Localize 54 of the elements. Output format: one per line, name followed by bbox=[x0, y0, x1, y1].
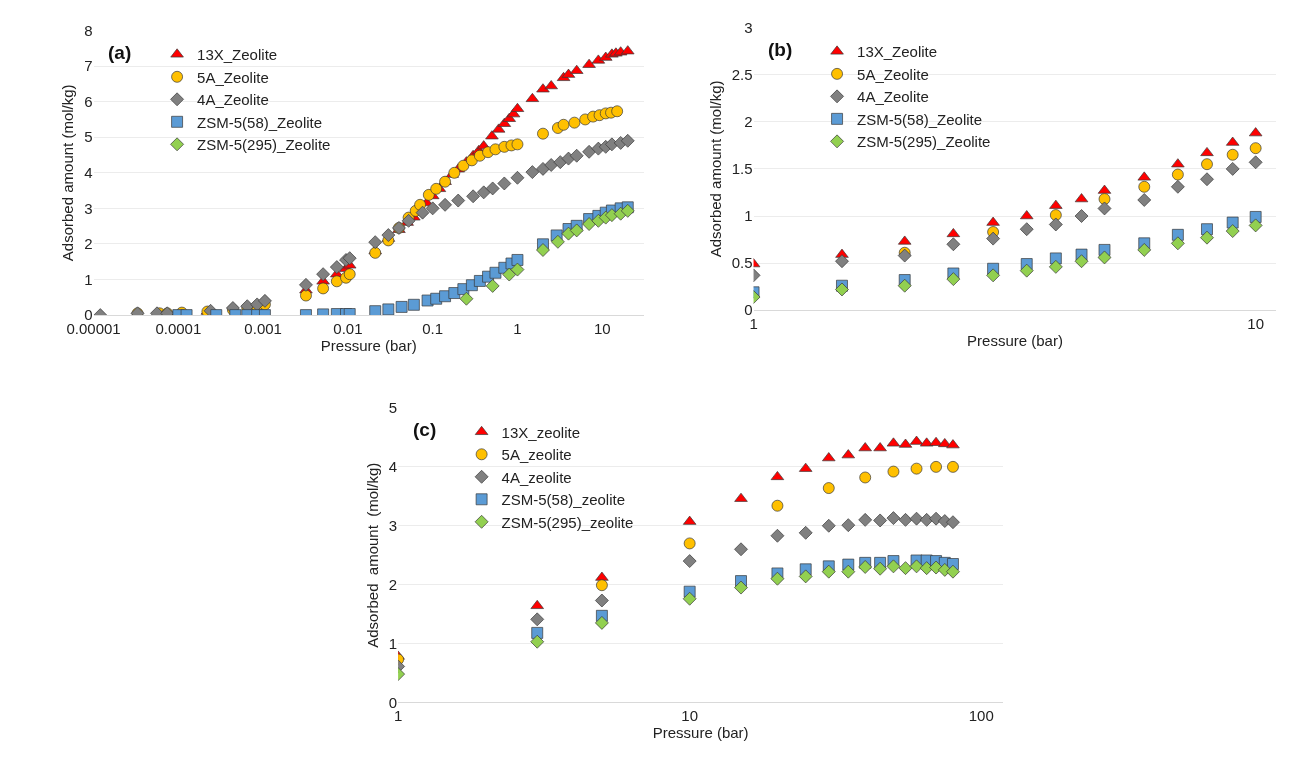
x-tick-label: 100 bbox=[968, 707, 994, 725]
x-axis-title: Pressure (bar) bbox=[320, 337, 417, 355]
x-tick-label: 0.001 bbox=[244, 320, 282, 338]
y-tick-label: 3 bbox=[84, 199, 93, 217]
x-tick-label: 0.0001 bbox=[155, 320, 202, 338]
x-tick-label: 10 bbox=[681, 707, 698, 725]
y-tick-label: 8 bbox=[84, 21, 93, 39]
y-tick-label: 5 bbox=[84, 128, 93, 146]
x-tick-label: 10 bbox=[1247, 315, 1264, 333]
legend-label: 13X_Zeolite bbox=[857, 43, 938, 61]
legend-label: 4A_Zeolite bbox=[857, 88, 929, 106]
text: (b) bbox=[768, 39, 793, 60]
y-tick-label: 2.5 bbox=[731, 65, 753, 83]
y-tick-label: 2 bbox=[84, 235, 93, 253]
y-tick-label: 2 bbox=[744, 113, 753, 131]
legend-label: ZSM-5(58)_Zeolite bbox=[197, 113, 323, 131]
x-tick-label: 1 bbox=[513, 320, 522, 338]
x-tick-label: 0.01 bbox=[333, 320, 363, 338]
legend-label: 5A_Zeolite bbox=[197, 68, 269, 86]
x-axis-title: Pressure (bar) bbox=[652, 724, 749, 742]
y-tick-label: 3 bbox=[744, 18, 753, 36]
y-tick-label: 0.5 bbox=[731, 254, 753, 272]
y-axis-title: Adsorbed amount (mol/kg) bbox=[59, 84, 77, 262]
legend-label: 4A_Zeolite bbox=[197, 91, 269, 109]
y-tick-label: 2 bbox=[388, 575, 398, 593]
x-axis-title: Pressure (bar) bbox=[967, 332, 1063, 350]
text: (c) bbox=[413, 419, 437, 440]
y-tick-label: 4 bbox=[84, 164, 93, 182]
y-tick-label: 1 bbox=[388, 634, 398, 652]
legend-label: ZSM-5(295)_Zeolite bbox=[197, 136, 331, 154]
y-tick-label: 0 bbox=[388, 693, 398, 711]
x-tick-label: 10 bbox=[593, 320, 611, 338]
y-axis-title: Adsorbed amount (mol/kg) bbox=[706, 80, 724, 258]
x-tick-label: 0.1 bbox=[422, 320, 444, 338]
legend-label: 13X_zeolite bbox=[501, 423, 581, 441]
y-tick-label: 4 bbox=[388, 458, 398, 476]
y-tick-label: 0 bbox=[744, 301, 753, 319]
y-tick-label: 1 bbox=[84, 270, 93, 288]
y-tick-label: 5 bbox=[388, 399, 398, 417]
legend-label: ZSM-5(295)_Zeolite bbox=[857, 133, 991, 151]
legend-label: ZSM-5(58)_Zeolite bbox=[857, 110, 983, 128]
y-tick-label: 7 bbox=[84, 57, 93, 75]
y-tick-label: 6 bbox=[84, 92, 93, 110]
y-tick-label: 1.5 bbox=[731, 160, 753, 178]
legend-label: ZSM-5(295)_zeolite bbox=[501, 513, 634, 531]
y-axis-title: Adsorbed amount (mol/kg) bbox=[364, 462, 382, 648]
legend-label: 13X_Zeolite bbox=[197, 46, 278, 64]
text: (a) bbox=[108, 42, 132, 63]
legend-label: 5A_zeolite bbox=[501, 446, 572, 464]
legend-label: ZSM-5(58)_zeolite bbox=[501, 491, 625, 509]
y-tick-label: 1 bbox=[744, 207, 753, 225]
y-tick-label: 3 bbox=[388, 517, 398, 534]
legend-label: 4A_zeolite bbox=[501, 468, 572, 486]
legend-label: 5A_Zeolite bbox=[857, 65, 929, 83]
